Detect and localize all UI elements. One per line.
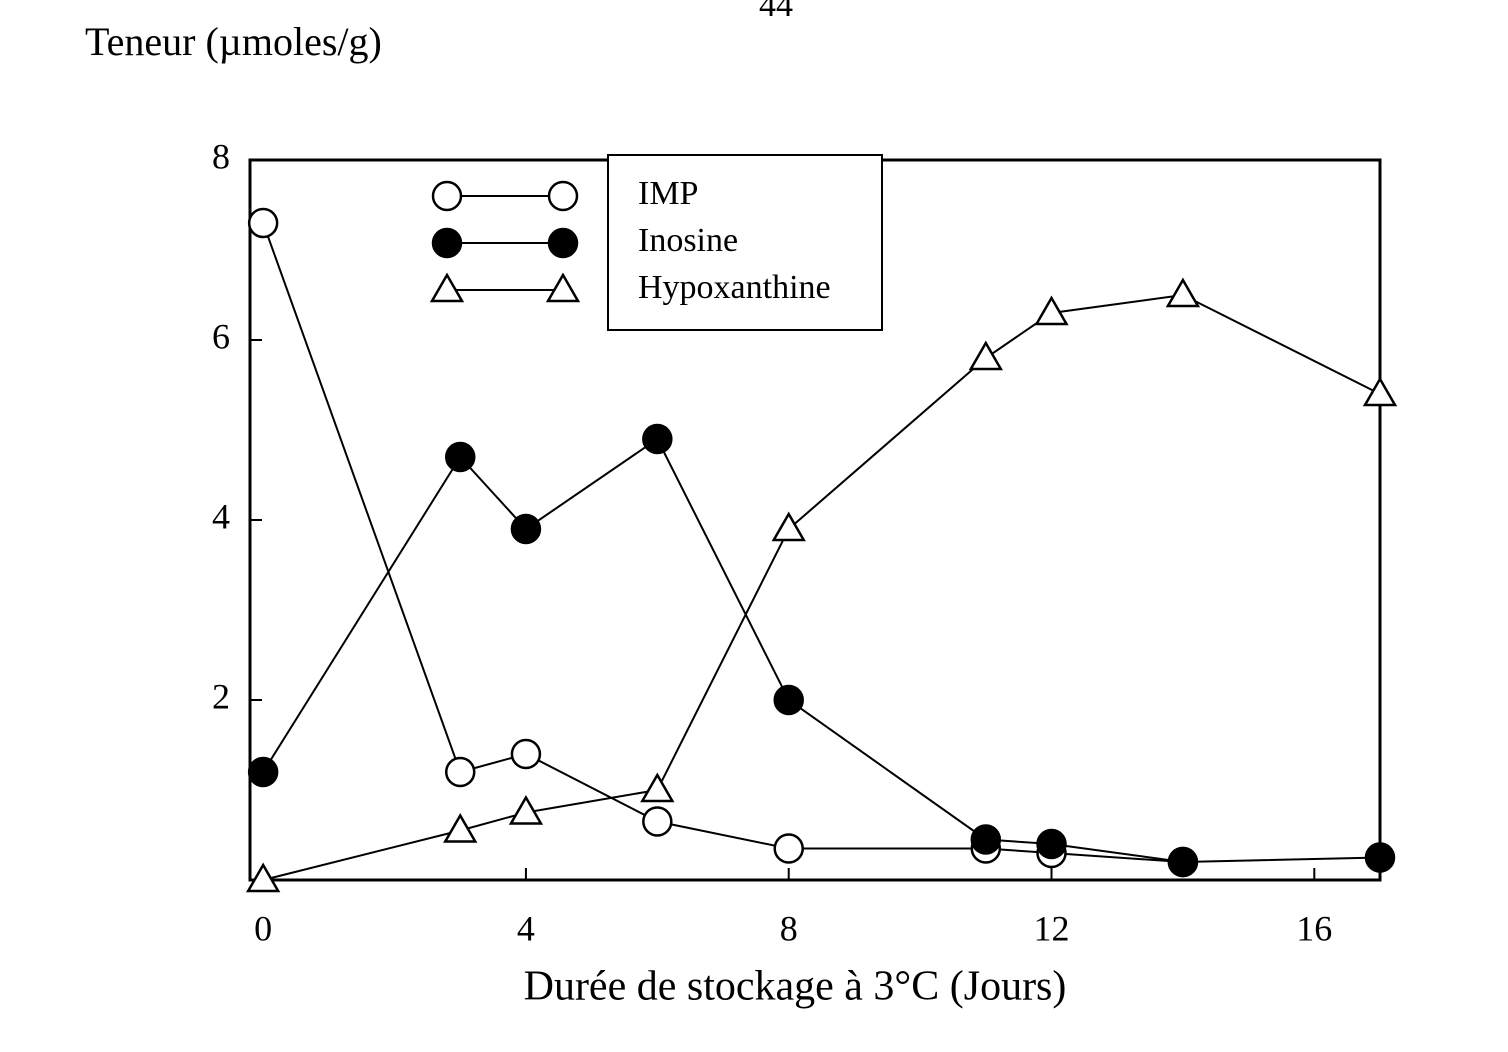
marker: [970, 824, 1002, 855]
y-tick-label: 2: [212, 676, 230, 716]
legend-label: Inosine: [638, 222, 738, 259]
marker: [508, 794, 544, 825]
marker: [968, 340, 1003, 371]
marker: [443, 812, 478, 843]
marker: [773, 833, 804, 864]
marker: [642, 423, 673, 455]
marker: [642, 806, 673, 837]
marker: [1165, 277, 1201, 308]
series-line: [262, 293, 1381, 881]
marker: [1036, 828, 1067, 860]
legend-marker: [429, 272, 465, 303]
marker: [1362, 376, 1398, 407]
x-tick-label: 0: [254, 908, 272, 948]
page-number: 44: [759, 0, 793, 24]
y-tick-label: 6: [212, 316, 230, 356]
legend-marker: [431, 227, 463, 259]
legend-label: Hypoxanthine: [638, 269, 831, 306]
marker: [444, 441, 476, 473]
y-tick-label: 8: [212, 136, 230, 176]
marker: [773, 684, 804, 716]
series-line: [262, 437, 1381, 864]
x-tick-label: 12: [1034, 908, 1070, 948]
y-tick-label: 4: [212, 496, 230, 536]
legend-marker: [545, 272, 581, 303]
marker: [245, 862, 281, 893]
marker: [1167, 846, 1199, 878]
legend-label: IMP: [638, 175, 698, 212]
marker: [444, 756, 476, 788]
x-tick-label: 4: [517, 908, 535, 948]
x-tick-label: 16: [1296, 908, 1332, 948]
x-tick-label: 8: [780, 908, 798, 948]
y-axis-label: Teneur (µmoles/g): [85, 19, 382, 64]
legend-marker: [547, 227, 579, 259]
marker: [1034, 295, 1069, 326]
legend-marker: [431, 180, 463, 212]
marker: [1364, 842, 1396, 873]
legend-box: [607, 154, 883, 331]
marker: [247, 207, 279, 239]
legend-marker: [547, 180, 579, 212]
x-axis-label: Durée de stockage à 3°C (Jours): [524, 964, 1067, 1010]
marker: [640, 772, 675, 803]
marker: [771, 511, 806, 542]
marker: [510, 513, 542, 545]
marker: [510, 738, 542, 770]
marker: [247, 756, 279, 788]
